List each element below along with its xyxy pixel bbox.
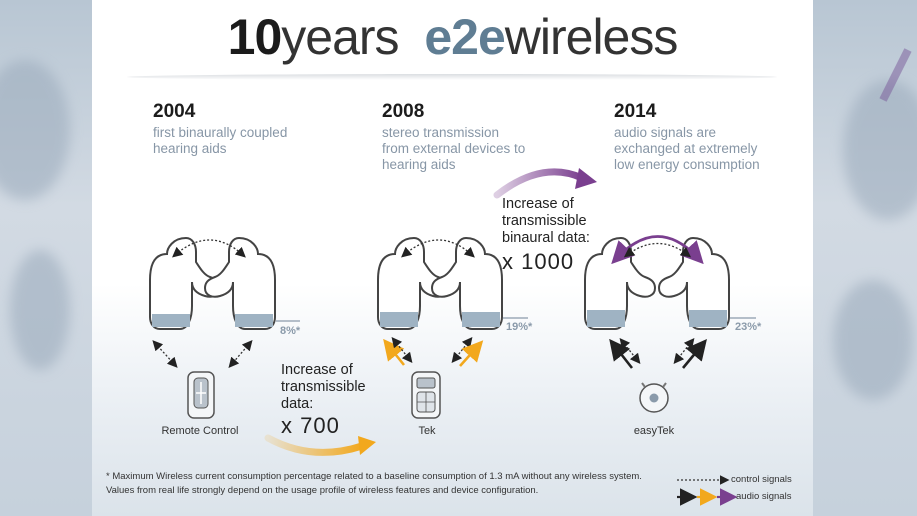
- audio-signal-left-2008: [383, 338, 406, 366]
- year-2008: 2008: [382, 101, 425, 122]
- blurred-hearing-aid-shape: [843, 80, 917, 220]
- increase-data-multiplier: x 700: [281, 413, 340, 438]
- battery-level-right-icon: [689, 310, 727, 327]
- control-signal-left-2014: [619, 337, 641, 365]
- blurred-hearing-aid-shape: [0, 60, 70, 200]
- audio-signal-right-2014: [681, 338, 707, 369]
- background-right-blur: [813, 0, 917, 516]
- footnote: * Maximum Wireless current consumption p…: [106, 470, 666, 498]
- consumption-percent-2008: 19%*: [506, 321, 533, 333]
- control-signal-arc-2004: [172, 239, 246, 258]
- footnote-marker: *: [106, 471, 110, 482]
- battery-level-right-icon: [462, 312, 500, 327]
- desc-2004: first binaurally coupled hearing aids: [153, 125, 288, 156]
- control-signal-left-2008: [391, 336, 413, 364]
- easytek-device-icon: [639, 382, 669, 413]
- title-suffix: wireless: [504, 9, 679, 65]
- increase-data-text: Increase of transmissible data:: [281, 362, 366, 412]
- increase-binaural-text: Increase of transmissible binaural data:: [502, 196, 590, 246]
- year-2014: 2014: [614, 101, 657, 122]
- footnote-text: Maximum Wireless current consumption per…: [106, 471, 642, 496]
- remote-control-icon: [187, 371, 215, 419]
- blurred-hearing-aid-shape: [10, 250, 70, 370]
- diagram-artwork: [149, 168, 756, 506]
- increase-binaural-multiplier: x 1000: [502, 249, 575, 274]
- battery-level-left-icon: [152, 314, 190, 327]
- title-word: years: [281, 9, 399, 65]
- blurred-purple-arrow-icon: [879, 48, 912, 102]
- consumption-percent-2014: 23%*: [735, 321, 762, 333]
- battery-level-right-icon: [235, 314, 273, 327]
- title-divider: [127, 74, 777, 80]
- title-brand: e2e: [424, 9, 505, 65]
- title-number: 10: [227, 9, 283, 65]
- audio-signal-right-2008: [459, 340, 484, 367]
- page-title: 10years e2ewireless: [92, 8, 813, 66]
- desc-2014: audio signals are exchanged at extremely…: [614, 125, 760, 172]
- legend-audio-label: audio signals: [736, 491, 792, 502]
- desc-2008: stereo transmission from external device…: [382, 125, 526, 172]
- device-label-easytek: easyTek: [633, 425, 675, 437]
- tek-device-icon: [411, 371, 441, 419]
- control-signal-right-2004: [228, 340, 253, 368]
- year-2004: 2004: [153, 101, 196, 122]
- big-purple-arrow-icon: [493, 168, 586, 199]
- blurred-hearing-aid-shape: [833, 280, 913, 400]
- hearing-aid-pair-2004: [149, 236, 300, 330]
- device-label-tek: Tek: [418, 425, 436, 437]
- device-label-remote-control: Remote Control: [161, 425, 239, 437]
- consumption-percent-2004: 8%*: [280, 325, 301, 337]
- background-left-blur: [0, 0, 92, 516]
- control-signal-left-2004: [152, 340, 178, 368]
- hearing-aid-pair-2008: [377, 236, 528, 330]
- control-signal-arc-2008: [401, 239, 475, 258]
- hearing-aid-pair-2014: [584, 236, 756, 330]
- legend-control-label: control signals: [731, 474, 792, 485]
- audio-signal-left-2014: [609, 338, 634, 369]
- big-orange-arrow-icon: [264, 434, 366, 456]
- infographic-panel: 10years e2ewireless 2004 first binaurall…: [92, 0, 813, 516]
- battery-level-left-icon: [380, 312, 418, 327]
- battery-level-left-icon: [587, 310, 625, 327]
- control-signal-arc-2014: [623, 242, 692, 258]
